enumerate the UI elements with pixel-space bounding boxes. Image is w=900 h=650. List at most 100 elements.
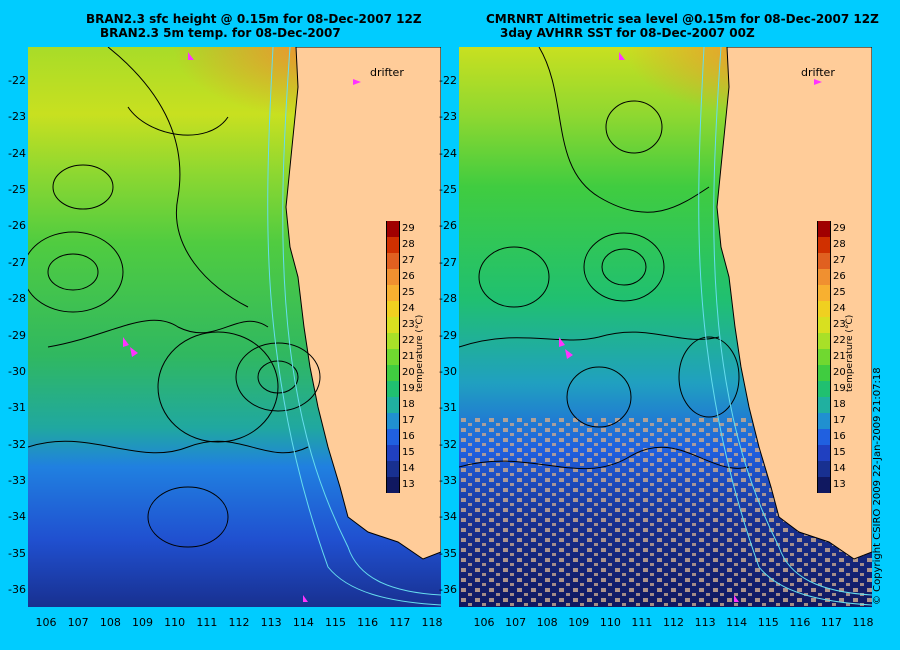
latitude-tick-label: -29 [8, 328, 26, 342]
colorbar-unit-left: temperature (°C) [415, 314, 425, 392]
colorbar-tick-label: 19 [402, 383, 415, 394]
map-svg-bran [28, 47, 441, 607]
right-panel-title: CMRNRT Altimetric sea level @0.15m for 0… [486, 12, 879, 40]
latitude-tick-label: -32 [8, 437, 26, 451]
longitude-tick-label: 115 [325, 616, 346, 629]
colorbar-swatch [386, 477, 400, 493]
latitude-tick-label: -31 [8, 401, 26, 415]
drifter-legend-marker [353, 79, 361, 85]
colorbar-tick-label: 21 [833, 351, 846, 362]
colorbar-tick-label: 17 [833, 415, 846, 426]
colorbar-tick-label: 22 [833, 335, 846, 346]
colorbar-swatch [817, 429, 831, 445]
longitude-tick-label: 115 [757, 616, 779, 629]
colorbar-swatch [386, 445, 400, 461]
colorbar-tick-label: 20 [402, 367, 415, 378]
colorbar-tick-label: 23 [833, 319, 846, 330]
longitude-tick-label: 116 [357, 616, 379, 629]
colorbar-tick-label: 25 [833, 287, 846, 298]
colorbar-tick-label: 28 [402, 239, 415, 250]
drifter-legend-marker [814, 79, 822, 85]
colorbar-tick-label: 13 [402, 479, 415, 490]
longitude-tick-label: 116 [789, 616, 811, 629]
colorbar-tick-label: 23 [402, 319, 415, 330]
colorbar-swatch [386, 301, 400, 317]
colorbar-swatch [817, 317, 831, 333]
longitude-tick-label: 107 [67, 616, 89, 629]
ssh-contours [28, 47, 321, 548]
latitude-tick-label: -22 [8, 74, 26, 87]
latitude-tick-label: -26 [439, 219, 457, 233]
left-panel-title: BRAN2.3 sfc height @ 0.15m for 08-Dec-20… [86, 12, 422, 40]
colorbar-swatch [817, 397, 831, 413]
copyright-text: © Copyright CSIRO 2009 22-Jan-2009 21:07… [872, 367, 883, 605]
left-title-line1: BRAN2.3 sfc height @ 0.15m for 08-Dec-20… [86, 12, 422, 26]
colorbar-swatch [817, 253, 831, 269]
latitude-tick-label: -27 [439, 255, 457, 269]
colorbar-tick-label: 16 [402, 431, 415, 442]
colorbar-tick-label: 15 [833, 447, 846, 458]
latitude-tick-label: -25 [8, 183, 26, 197]
colorbar-tick-label: 26 [402, 271, 415, 282]
longitude-tick-label: 111 [196, 616, 218, 629]
colorbar-swatch [386, 381, 400, 397]
longitude-tick-label: 110 [164, 616, 186, 629]
latitude-tick-label: -36 [8, 583, 26, 596]
colorbar-swatch [817, 221, 831, 237]
colorbar-swatch [817, 477, 831, 493]
colorbar-unit-right: temperature (°C) [845, 314, 855, 392]
colorbar-tick-label: 24 [833, 303, 846, 314]
colorbar-tick-label: 27 [833, 255, 846, 266]
colorbar-swatch [386, 429, 400, 445]
colorbar-tick-label: 24 [402, 303, 415, 314]
longitude-tick-label: 112 [228, 616, 250, 629]
latitude-tick-label: -24 [439, 146, 457, 160]
longitude-tick-label: 118 [852, 616, 874, 629]
drifter-tracks [559, 52, 739, 602]
latitude-tick-label: -29 [439, 328, 457, 342]
colorbar-tick-label: 15 [402, 447, 415, 458]
colorbar-tick-label: 22 [402, 335, 415, 346]
colorbar-swatch [817, 381, 831, 397]
colorbar-swatch [386, 317, 400, 333]
colorbar-tick-label: 26 [833, 271, 846, 282]
latitude-tick-label: -22 [439, 74, 457, 87]
latitude-tick-label: -28 [8, 292, 26, 306]
colorbar-swatch [817, 413, 831, 429]
latitude-tick-label: -33 [439, 473, 457, 487]
colorbar-tick-label: 28 [833, 239, 846, 250]
colorbar-swatch [817, 333, 831, 349]
latitude-tick-label: -24 [8, 146, 26, 160]
longitude-tick-label: 117 [389, 616, 411, 629]
colorbar-tick-label: 29 [402, 223, 415, 234]
latitude-tick-label: -31 [439, 401, 457, 415]
map-panel-avhrr [459, 47, 872, 607]
bathymetry-lines [698, 47, 872, 606]
longitude-tick-label: 108 [536, 616, 558, 629]
longitude-tick-label: 117 [820, 616, 842, 629]
longitude-tick-label: 112 [663, 616, 684, 629]
latitude-tick-label: -30 [439, 364, 457, 378]
longitude-tick-label: 109 [132, 616, 153, 629]
latitude-tick-label: -35 [8, 546, 26, 560]
ssh-contours [459, 47, 750, 470]
colorbar-tick-label: 13 [833, 479, 846, 490]
colorbar-tick-label: 27 [402, 255, 415, 266]
latitude-tick-label: -32 [439, 437, 457, 451]
colorbar-swatch [386, 333, 400, 349]
longitude-tick-label: 107 [505, 616, 527, 629]
colorbar-swatch [386, 253, 400, 269]
colorbar-swatch [386, 221, 400, 237]
colorbar-tick-label: 16 [833, 431, 846, 442]
latitude-tick-label: -25 [439, 183, 457, 197]
colorbar-swatch [817, 269, 831, 285]
colorbar-tick-label: 20 [833, 367, 846, 378]
latitude-tick-label: -23 [8, 110, 26, 124]
colorbar-swatch [386, 413, 400, 429]
colorbar-tick-label: 17 [402, 415, 415, 426]
latitude-tick-label: -35 [439, 546, 457, 560]
colorbar-tick-label: 18 [402, 399, 415, 410]
colorbar-tick-label: 29 [833, 223, 846, 234]
colorbar-tick-label: 21 [402, 351, 415, 362]
land-western-australia [716, 47, 872, 560]
